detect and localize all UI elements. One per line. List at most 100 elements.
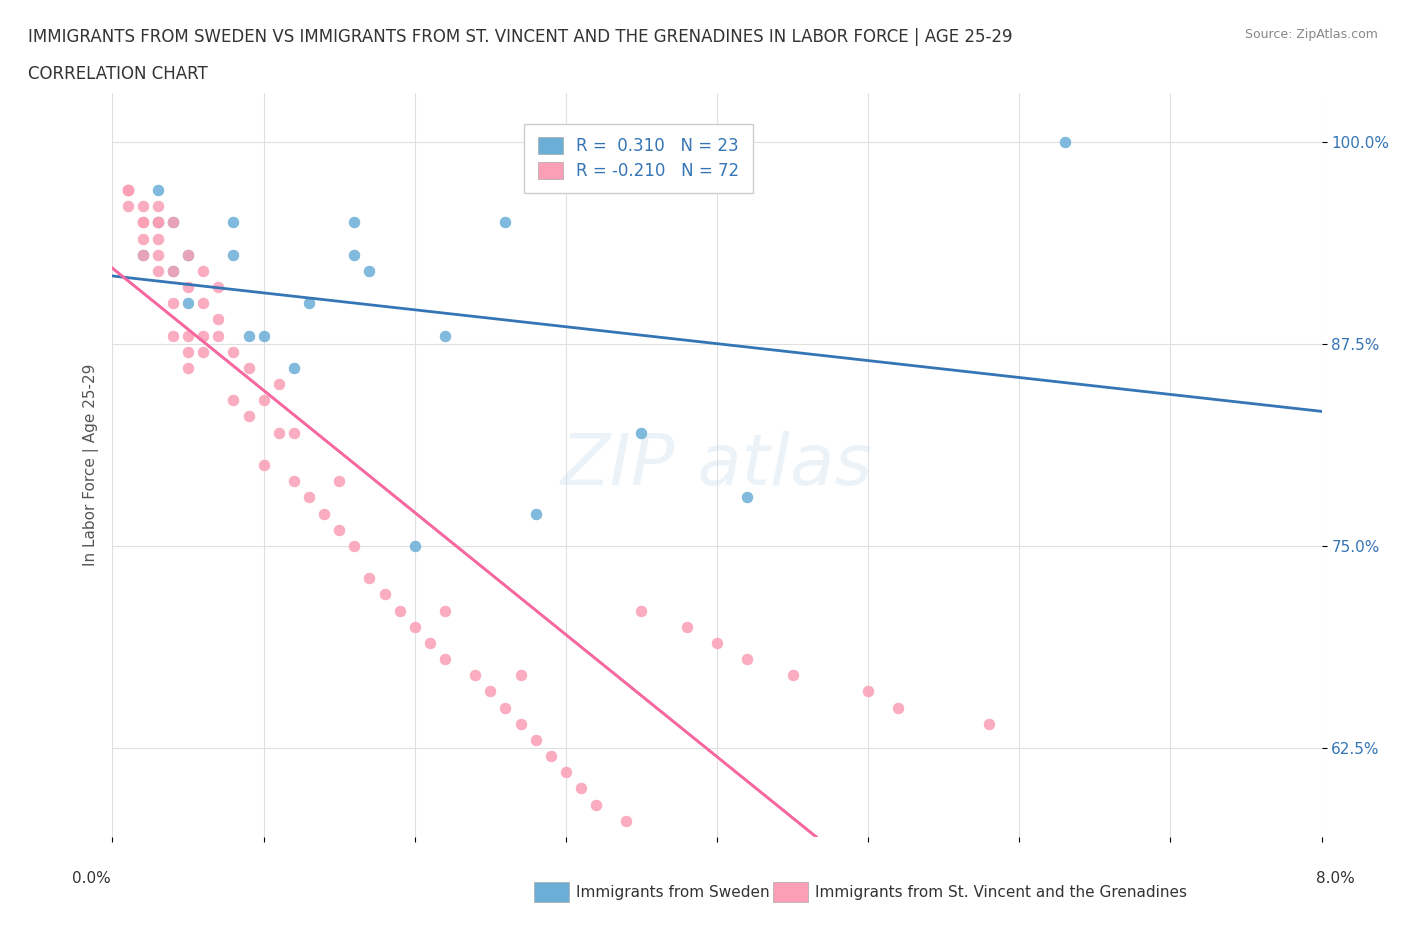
Point bbox=[177, 344, 200, 359]
Point bbox=[191, 263, 215, 278]
Point bbox=[222, 215, 245, 230]
Point bbox=[132, 215, 155, 230]
Point bbox=[132, 247, 155, 262]
Point bbox=[117, 199, 139, 214]
Point bbox=[146, 199, 169, 214]
Point bbox=[146, 215, 169, 230]
Point bbox=[404, 619, 426, 634]
Point bbox=[162, 215, 184, 230]
Point bbox=[207, 280, 229, 295]
Y-axis label: In Labor Force | Age 25-29: In Labor Force | Age 25-29 bbox=[83, 364, 98, 566]
Point bbox=[359, 263, 381, 278]
Point bbox=[283, 361, 305, 376]
Text: 8.0%: 8.0% bbox=[1316, 871, 1355, 886]
Point bbox=[495, 215, 517, 230]
Point bbox=[630, 425, 652, 440]
Point bbox=[782, 668, 804, 683]
Point bbox=[979, 716, 1001, 731]
Point bbox=[404, 538, 426, 553]
Point bbox=[132, 199, 155, 214]
Point bbox=[569, 781, 592, 796]
Point bbox=[177, 296, 200, 311]
Point bbox=[238, 361, 260, 376]
Point bbox=[856, 684, 880, 698]
Point bbox=[554, 764, 576, 779]
Point bbox=[177, 361, 200, 376]
Text: CORRELATION CHART: CORRELATION CHART bbox=[28, 65, 208, 83]
Point bbox=[328, 523, 350, 538]
Point bbox=[343, 538, 366, 553]
Point bbox=[146, 182, 169, 197]
Point bbox=[222, 344, 245, 359]
Point bbox=[464, 668, 486, 683]
Point bbox=[132, 232, 155, 246]
Point bbox=[328, 473, 350, 488]
Point bbox=[373, 587, 396, 602]
Point bbox=[433, 328, 456, 343]
Point bbox=[162, 263, 184, 278]
Point bbox=[585, 797, 607, 812]
Point bbox=[238, 409, 260, 424]
Text: 0.0%: 0.0% bbox=[72, 871, 111, 886]
Point bbox=[117, 182, 139, 197]
Point bbox=[132, 247, 155, 262]
Point bbox=[207, 312, 229, 326]
Point bbox=[737, 490, 759, 505]
Point bbox=[207, 328, 229, 343]
Point bbox=[146, 215, 169, 230]
Point bbox=[509, 668, 531, 683]
Point bbox=[283, 425, 305, 440]
Point bbox=[162, 215, 184, 230]
Point bbox=[737, 652, 759, 667]
Point bbox=[479, 684, 502, 698]
Point bbox=[191, 296, 215, 311]
Point bbox=[359, 571, 381, 586]
Point bbox=[117, 182, 139, 197]
Point bbox=[177, 280, 200, 295]
Point bbox=[887, 700, 910, 715]
Point bbox=[343, 215, 366, 230]
Point bbox=[675, 619, 697, 634]
Point bbox=[191, 328, 215, 343]
Point bbox=[191, 344, 215, 359]
Point bbox=[117, 182, 139, 197]
Point bbox=[222, 392, 245, 407]
Point bbox=[253, 392, 276, 407]
Point bbox=[177, 247, 200, 262]
Point bbox=[267, 377, 290, 392]
Point bbox=[267, 425, 290, 440]
Text: ZIP atlas: ZIP atlas bbox=[561, 431, 873, 499]
Point bbox=[524, 733, 547, 748]
Point bbox=[388, 604, 411, 618]
Point bbox=[433, 652, 456, 667]
Point bbox=[253, 328, 276, 343]
Point bbox=[495, 700, 517, 715]
Point bbox=[616, 814, 638, 829]
Point bbox=[706, 635, 728, 650]
Text: Immigrants from Sweden: Immigrants from Sweden bbox=[576, 885, 770, 900]
Point bbox=[312, 506, 335, 521]
Point bbox=[146, 263, 169, 278]
Point bbox=[177, 247, 200, 262]
Point bbox=[524, 506, 547, 521]
Point bbox=[177, 328, 200, 343]
Point bbox=[162, 296, 184, 311]
Point bbox=[343, 247, 366, 262]
Point bbox=[1053, 134, 1076, 149]
Point bbox=[540, 749, 562, 764]
Point bbox=[298, 296, 321, 311]
Point bbox=[433, 604, 456, 618]
Text: IMMIGRANTS FROM SWEDEN VS IMMIGRANTS FROM ST. VINCENT AND THE GRENADINES IN LABO: IMMIGRANTS FROM SWEDEN VS IMMIGRANTS FRO… bbox=[28, 28, 1012, 46]
Point bbox=[419, 635, 441, 650]
Point bbox=[146, 215, 169, 230]
Text: Source: ZipAtlas.com: Source: ZipAtlas.com bbox=[1244, 28, 1378, 41]
Point bbox=[162, 263, 184, 278]
Point bbox=[298, 490, 321, 505]
Point bbox=[630, 604, 652, 618]
Point bbox=[238, 328, 260, 343]
Point bbox=[222, 247, 245, 262]
Text: Immigrants from St. Vincent and the Grenadines: Immigrants from St. Vincent and the Gren… bbox=[815, 885, 1188, 900]
Point bbox=[283, 473, 305, 488]
Point bbox=[132, 215, 155, 230]
Point bbox=[509, 716, 531, 731]
